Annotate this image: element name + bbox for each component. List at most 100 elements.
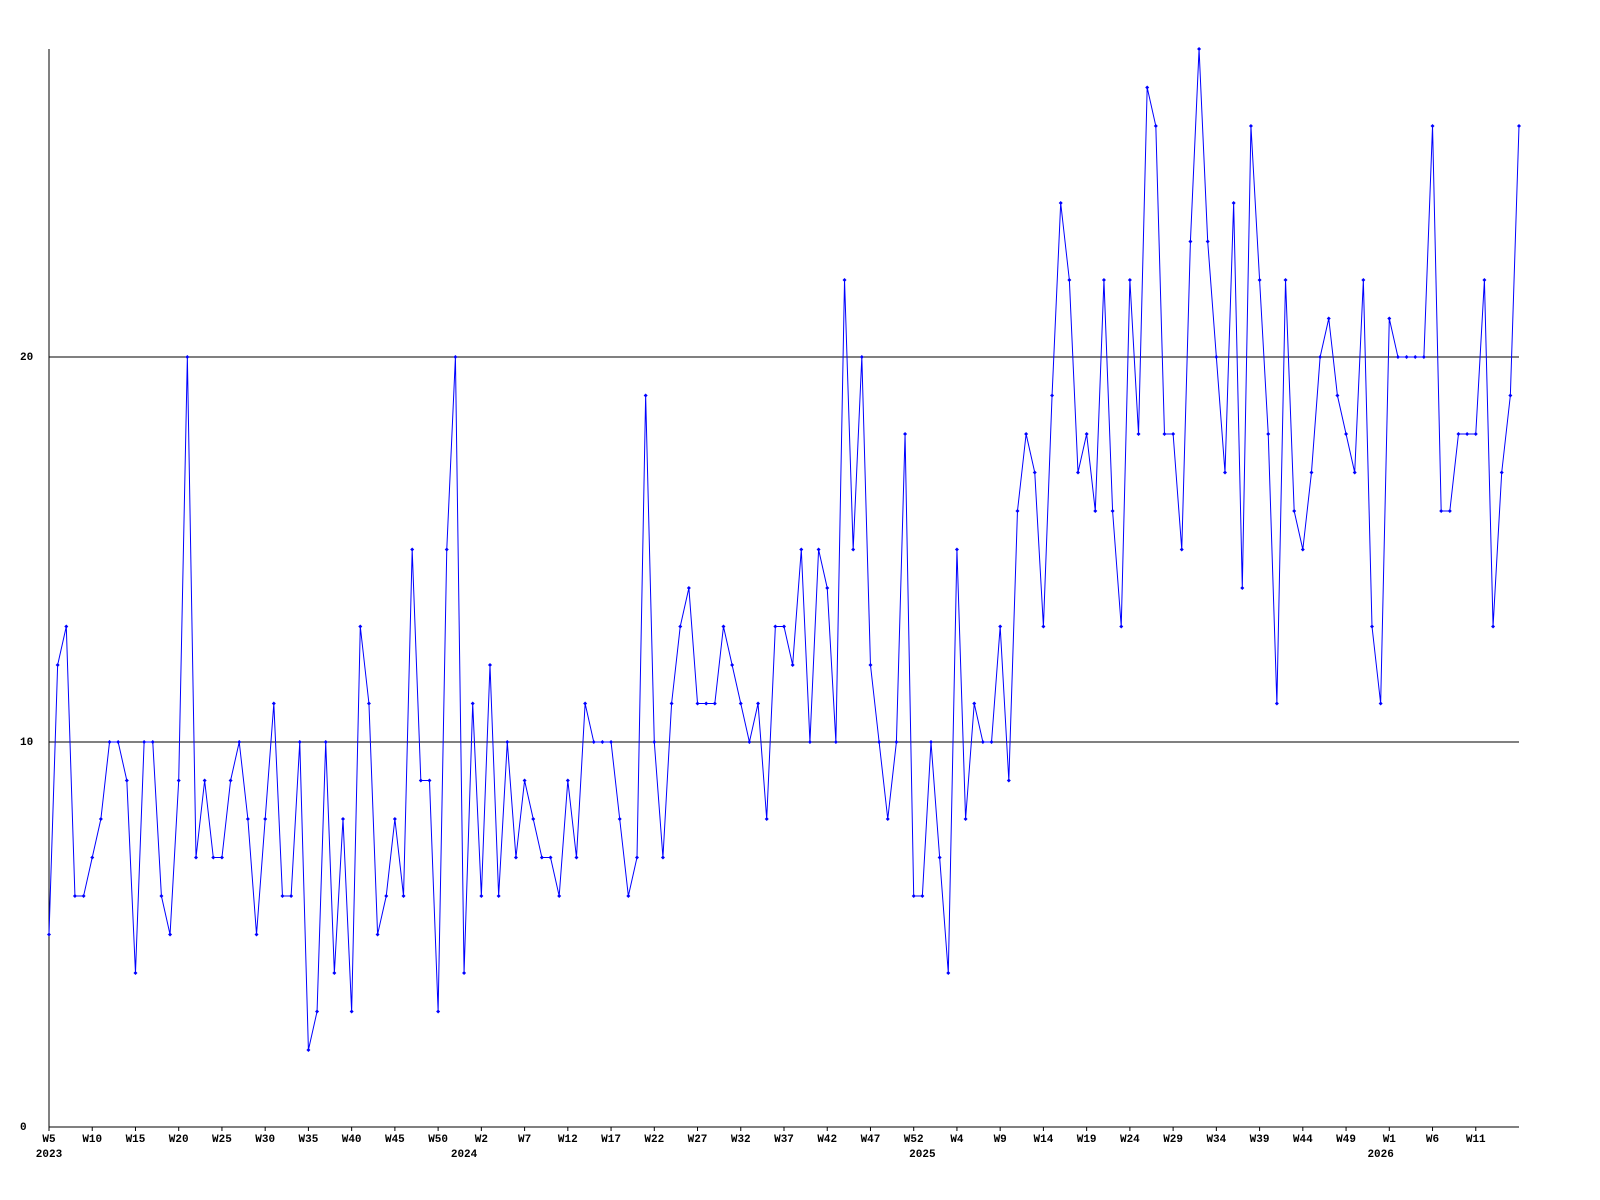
point-marker — [1058, 201, 1063, 205]
point-marker — [72, 894, 77, 898]
point-marker — [583, 701, 588, 706]
year-label: 2025 — [909, 1149, 936, 1161]
point-marker — [1119, 624, 1124, 629]
point-marker — [1344, 432, 1349, 436]
point-marker — [1015, 509, 1020, 513]
point-marker — [453, 355, 458, 359]
x-tick-label: W24 — [1120, 1134, 1140, 1146]
x-tick-label: W42 — [817, 1134, 837, 1146]
point-marker — [1318, 355, 1323, 359]
point-marker — [1456, 432, 1461, 436]
point-marker — [1335, 393, 1340, 398]
x-tick-label: W40 — [342, 1134, 362, 1146]
x-tick-label: W19 — [1077, 1134, 1097, 1146]
point-marker — [609, 740, 614, 744]
point-marker — [513, 855, 518, 860]
point-marker — [851, 547, 856, 552]
x-tick-label: W20 — [169, 1134, 189, 1146]
point-marker — [1240, 586, 1245, 590]
x-tick-label: W25 — [212, 1134, 232, 1146]
point-marker — [176, 778, 181, 783]
point-marker — [245, 817, 250, 821]
point-marker — [358, 624, 363, 629]
point-marker — [116, 740, 121, 744]
point-marker — [1404, 355, 1409, 359]
point-marker — [911, 894, 916, 898]
point-marker — [626, 894, 631, 898]
point-marker — [1274, 701, 1279, 706]
x-tick-label: W52 — [904, 1134, 924, 1146]
point-marker — [228, 778, 233, 783]
point-marker — [1266, 432, 1271, 436]
point-marker — [756, 701, 761, 706]
point-marker — [1491, 624, 1496, 629]
point-marker — [695, 701, 700, 706]
point-marker — [600, 740, 605, 744]
point-marker — [1352, 470, 1357, 475]
point-marker — [219, 855, 224, 860]
point-marker — [652, 740, 657, 744]
point-marker — [1499, 470, 1504, 475]
point-marker — [81, 894, 86, 898]
point-marker — [1076, 470, 1080, 475]
point-marker — [712, 701, 717, 706]
point-marker — [488, 663, 492, 667]
point-marker — [306, 1048, 311, 1052]
x-tick-label: W5 — [42, 1134, 56, 1146]
point-marker — [1050, 393, 1055, 398]
x-tick-label: W47 — [861, 1134, 881, 1146]
point-marker — [1084, 432, 1089, 436]
point-marker — [522, 778, 527, 783]
point-marker — [1197, 47, 1202, 51]
point-marker — [807, 740, 812, 744]
point-marker — [1223, 470, 1227, 475]
point-marker — [202, 778, 207, 783]
x-tick-label: W1 — [1383, 1134, 1397, 1146]
point-marker — [1326, 316, 1331, 321]
x-tick-label: W44 — [1293, 1134, 1313, 1146]
point-marker — [678, 624, 683, 629]
point-marker — [782, 624, 786, 629]
point-marker — [1430, 124, 1435, 128]
point-marker — [1465, 432, 1470, 436]
x-tick-label: W6 — [1426, 1134, 1439, 1146]
point-marker — [375, 932, 380, 937]
point-marker — [64, 624, 69, 629]
point-marker — [90, 855, 95, 860]
point-marker — [635, 855, 639, 860]
x-tick-label: W12 — [558, 1134, 578, 1146]
point-marker — [1205, 239, 1210, 244]
point-marker — [539, 855, 544, 860]
x-tick-label: W9 — [994, 1134, 1007, 1146]
x-tick-label: W35 — [299, 1134, 319, 1146]
point-marker — [747, 740, 752, 744]
point-marker — [591, 740, 596, 744]
point-marker — [315, 1009, 320, 1014]
point-marker — [998, 624, 1003, 629]
point-marker — [686, 586, 691, 590]
year-label: 2023 — [36, 1149, 63, 1161]
x-tick-label: W2 — [475, 1134, 488, 1146]
point-marker — [868, 663, 873, 667]
point-marker — [1171, 432, 1176, 436]
x-tick-label: W10 — [82, 1134, 102, 1146]
point-marker — [55, 663, 60, 667]
point-marker — [1370, 624, 1374, 629]
point-marker — [1283, 278, 1288, 282]
point-marker — [142, 740, 147, 744]
point-marker — [1162, 432, 1167, 436]
x-tick-label: W39 — [1250, 1134, 1270, 1146]
point-marker — [194, 855, 198, 860]
point-marker — [1413, 355, 1418, 359]
point-marker — [825, 586, 830, 590]
point-marker — [1508, 393, 1513, 398]
point-marker — [660, 855, 665, 860]
x-tick-label: W45 — [385, 1134, 405, 1146]
point-marker — [1188, 239, 1193, 244]
point-marker — [150, 740, 155, 744]
point-marker — [444, 547, 449, 552]
point-marker — [479, 894, 484, 898]
point-marker — [1421, 355, 1426, 359]
